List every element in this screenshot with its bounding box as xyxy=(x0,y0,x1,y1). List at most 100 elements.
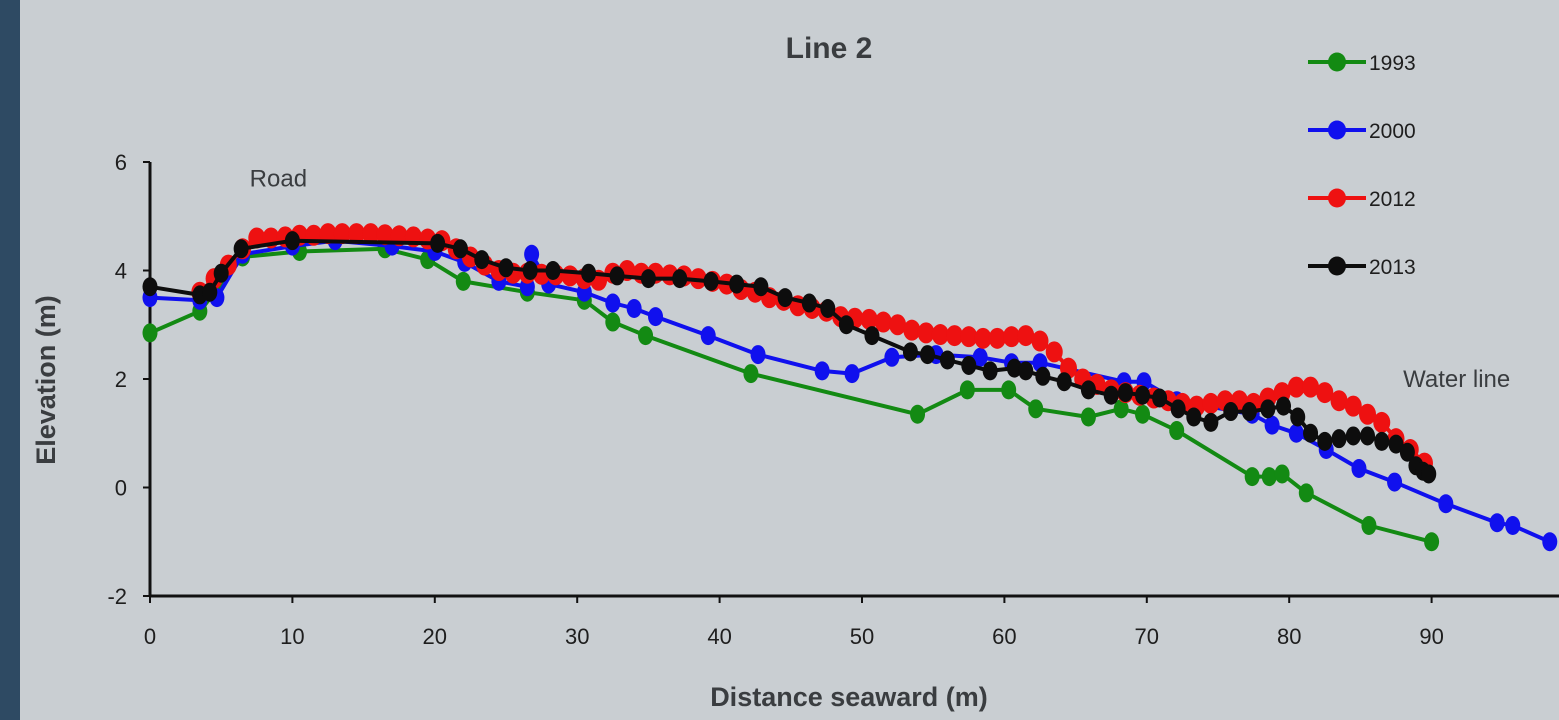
data-point-1993 xyxy=(638,326,654,346)
legend-item-2013: 2013 xyxy=(1308,256,1416,279)
data-point-2012 xyxy=(1344,395,1362,417)
data-point-2012 xyxy=(889,314,907,336)
series-2012 xyxy=(191,223,1433,474)
series-2000 xyxy=(142,231,1558,552)
data-point-2013 xyxy=(1170,399,1186,419)
data-point-2012 xyxy=(960,326,978,348)
data-point-2000 xyxy=(648,307,664,327)
data-point-1993 xyxy=(1028,399,1044,419)
data-point-2013 xyxy=(1317,431,1333,451)
data-point-2000 xyxy=(750,345,766,365)
data-point-2000 xyxy=(626,298,642,318)
data-point-2000 xyxy=(700,326,716,346)
data-point-1993 xyxy=(910,404,926,424)
data-point-2013 xyxy=(1135,385,1151,405)
legend-item-2012: 2012 xyxy=(1308,188,1416,211)
data-point-2013 xyxy=(801,293,817,313)
data-point-2013 xyxy=(1303,423,1319,443)
data-point-1993 xyxy=(743,364,759,384)
data-point-2013 xyxy=(864,326,880,346)
data-point-2013 xyxy=(672,269,688,289)
data-point-2013 xyxy=(939,350,955,370)
data-point-2012 xyxy=(1017,325,1035,347)
data-point-2013 xyxy=(1241,402,1257,422)
data-point-2000 xyxy=(524,244,540,264)
data-point-2013 xyxy=(1203,412,1219,432)
data-point-2000 xyxy=(814,361,830,381)
data-point-2012 xyxy=(347,223,365,245)
data-point-2013 xyxy=(545,261,561,280)
data-point-2013 xyxy=(982,361,998,381)
legend-label: 1993 xyxy=(1369,52,1416,75)
data-point-2000 xyxy=(1542,532,1558,552)
legend-item-1993: 1993 xyxy=(1308,52,1416,75)
data-point-2013 xyxy=(1260,399,1276,419)
data-point-2012 xyxy=(319,223,337,245)
data-point-2012 xyxy=(931,324,949,346)
data-point-2013 xyxy=(777,288,793,308)
data-point-2013 xyxy=(1056,372,1072,392)
data-point-2012 xyxy=(974,327,992,349)
data-point-2000 xyxy=(1505,515,1521,535)
legend-label: 2013 xyxy=(1369,256,1416,279)
data-point-2013 xyxy=(1276,396,1292,416)
data-point-2013 xyxy=(729,274,745,294)
data-point-2000 xyxy=(1264,415,1280,435)
y-axis-title: Elevation (m) xyxy=(31,295,61,465)
data-point-1993 xyxy=(1261,467,1277,487)
data-point-2013 xyxy=(284,231,300,251)
data-point-2012 xyxy=(1031,330,1049,352)
data-point-2013 xyxy=(142,277,158,297)
data-point-2013 xyxy=(1360,426,1376,446)
data-point-2012 xyxy=(1359,403,1377,425)
x-axis-title: Distance seaward (m) xyxy=(710,682,988,712)
series-line-2013 xyxy=(149,238,1430,476)
x-tick-label: 10 xyxy=(280,624,304,649)
data-point-2013 xyxy=(640,269,656,289)
data-point-1993 xyxy=(142,323,158,343)
data-point-2013 xyxy=(838,315,854,335)
data-point-2012 xyxy=(248,227,266,249)
data-point-2013 xyxy=(1223,402,1239,422)
legend-swatch-marker xyxy=(1328,120,1346,140)
data-point-2012 xyxy=(376,224,394,246)
data-point-1993 xyxy=(1361,515,1377,535)
data-point-2000 xyxy=(884,347,900,367)
data-point-2013 xyxy=(581,263,597,283)
data-point-2013 xyxy=(902,342,918,362)
x-tick-label: 70 xyxy=(1135,624,1159,649)
annotation-label: Road xyxy=(250,165,307,192)
data-point-1993 xyxy=(1244,467,1260,487)
data-point-2013 xyxy=(1186,407,1202,427)
series-line-2012 xyxy=(198,231,1426,465)
data-point-2013 xyxy=(1331,429,1347,449)
data-point-2000 xyxy=(1288,423,1304,443)
legend-item-2000: 2000 xyxy=(1308,120,1416,143)
y-tick-label: 2 xyxy=(115,367,127,392)
data-point-1993 xyxy=(1113,399,1129,419)
data-point-2012 xyxy=(561,265,579,287)
data-point-2012 xyxy=(874,311,892,333)
x-tick-label: 30 xyxy=(565,624,589,649)
data-point-2013 xyxy=(1290,407,1306,427)
y-tick-label: 6 xyxy=(115,150,127,175)
data-point-1993 xyxy=(605,312,621,332)
data-point-2013 xyxy=(961,355,977,375)
data-point-2012 xyxy=(1373,411,1391,433)
data-point-1993 xyxy=(1169,421,1185,441)
data-point-2012 xyxy=(988,327,1006,349)
data-point-2013 xyxy=(920,345,936,365)
data-point-2000 xyxy=(1351,459,1367,479)
data-point-1993 xyxy=(1424,532,1440,552)
y-tick-label: 4 xyxy=(115,259,127,284)
data-point-2012 xyxy=(1330,390,1348,412)
data-point-2013 xyxy=(233,239,249,259)
data-point-2013 xyxy=(1345,426,1361,446)
data-point-2013 xyxy=(1006,358,1022,378)
data-point-2013 xyxy=(1152,388,1168,408)
data-point-2013 xyxy=(430,233,446,253)
data-point-2013 xyxy=(213,263,229,283)
data-point-2013 xyxy=(1421,464,1437,484)
y-tick-label: 0 xyxy=(115,476,127,501)
annotations: Road Water line xyxy=(250,165,1511,393)
